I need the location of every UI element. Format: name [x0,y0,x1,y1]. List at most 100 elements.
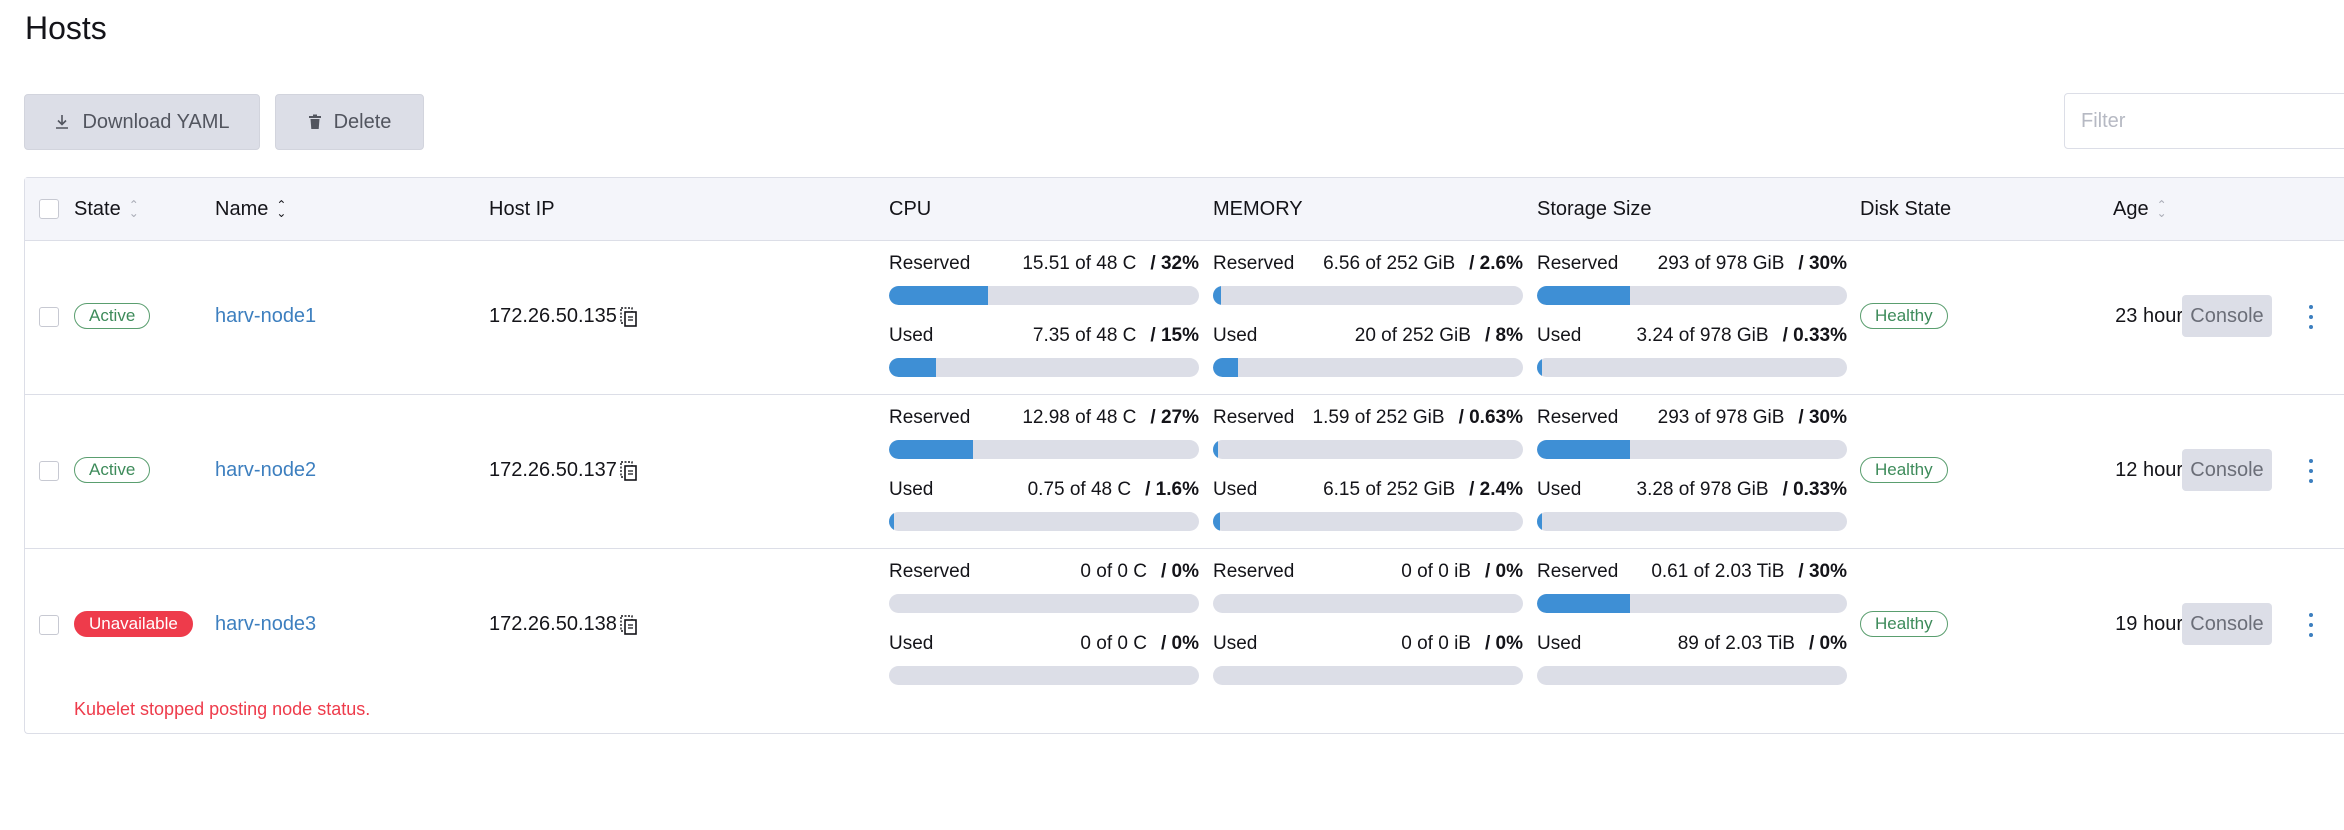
download-icon [56,115,69,129]
memory-used-line: Used 6.15 of 252 GiB / 2.4% [1213,479,1523,503]
more-actions-icon[interactable] [2303,457,2319,485]
cpu-used-value: 0.75 of 48 C / 1.6% [1028,479,1199,501]
bar-fill [1213,440,1218,459]
storage-used-line: Used 89 of 2.03 TiB / 0% [1537,633,1847,657]
memory-used-bar [1213,666,1523,685]
memory-reserved-bar [1213,286,1523,305]
host-ip-value: 172.26.50.137 [489,459,617,481]
storage-used-amount: 3.24 of 978 GiB [1636,325,1769,346]
cpu-used-line: Used 7.35 of 48 C / 15% [889,325,1199,349]
storage-used-value: 89 of 2.03 TiB / 0% [1678,633,1847,655]
column-header-memory-label: MEMORY [1213,198,1303,220]
used-label: Used [1213,479,1258,500]
column-header-name-label: Name [215,198,269,220]
column-header-cpu: CPU [889,178,931,241]
bar-fill [889,512,894,531]
table-row: Active harv-node1 172.26.50.135 Reserved… [25,241,2344,395]
select-all-checkbox[interactable] [39,199,59,219]
row-checkbox[interactable] [39,461,59,481]
column-header-name[interactable]: Name ⌃ ⌄ [215,178,286,241]
memory-used-amount: 0 of 0 iB [1401,633,1471,654]
storage-reserved-bar [1537,286,1847,305]
memory-reserved-line: Reserved 6.56 of 252 GiB / 2.6% [1213,253,1523,277]
host-name-link[interactable]: harv-node2 [215,459,317,481]
storage-reserved-percent: / 30% [1798,561,1847,582]
more-actions-icon[interactable] [2303,303,2319,331]
reserved-label: Reserved [1213,253,1295,274]
filter-input[interactable] [2064,93,2344,149]
memory-reserved-value: 6.56 of 252 GiB / 2.6% [1323,253,1523,275]
host-ip-value: 172.26.50.138 [489,613,617,635]
age-value: 12 hours [2115,459,2193,481]
cpu-used-value: 0 of 0 C / 0% [1080,633,1199,655]
memory-used-value: 20 of 252 GiB / 8% [1355,325,1523,347]
reserved-label: Reserved [889,407,971,428]
memory-reserved-amount: 1.59 of 252 GiB [1312,407,1445,428]
storage-used-percent: / 0% [1808,633,1847,654]
column-header-state[interactable]: State ⌃ ⌄ [74,178,139,241]
cpu-reserved-amount: 15.51 of 48 C [1022,253,1137,274]
storage-reserved-line: Reserved 293 of 978 GiB / 30% [1537,253,1847,277]
storage-reserved-amount: 293 of 978 GiB [1657,407,1785,428]
console-button[interactable]: Console [2182,603,2272,645]
memory-used-bar [1213,512,1523,531]
console-button[interactable]: Console [2182,295,2272,337]
storage-used-bar [1537,358,1847,377]
column-header-age[interactable]: Age ⌃ ⌄ [2113,178,2167,241]
host-name-link[interactable]: harv-node1 [215,305,317,327]
used-label: Used [889,479,934,500]
host-ip: 172.26.50.138 [489,613,638,636]
status-badge: Active [74,303,151,329]
storage-used-amount: 89 of 2.03 TiB [1677,633,1795,654]
copy-icon[interactable] [620,306,638,328]
memory-reserved-line: Reserved 0 of 0 iB / 0% [1213,561,1523,585]
status-badge: Active [74,457,151,483]
host-ip: 172.26.50.137 [489,459,638,482]
sort-icon: ⌃ ⌄ [2156,198,2167,220]
age-value: 19 hours [2115,613,2193,635]
bar-fill [889,286,989,305]
reserved-label: Reserved [1213,561,1295,582]
reserved-label: Reserved [1213,407,1295,428]
memory-used-amount: 6.15 of 252 GiB [1323,479,1456,500]
cpu-reserved-bar [889,286,1199,305]
status-badge: Unavailable [74,611,193,637]
delete-button[interactable]: Delete [275,94,424,150]
storage-reserved-value: 0.61 of 2.03 TiB / 30% [1651,561,1847,583]
host-ip: 172.26.50.135 [489,305,638,328]
cpu-reserved-percent: / 27% [1150,407,1199,428]
column-header-storage-label: Storage Size [1537,198,1652,220]
copy-icon[interactable] [620,460,638,482]
copy-icon[interactable] [620,614,638,636]
bar-fill [1537,594,1630,613]
memory-used-value: 0 of 0 iB / 0% [1401,633,1523,655]
used-label: Used [1537,633,1582,654]
cpu-reserved-value: 0 of 0 C / 0% [1080,561,1199,583]
cpu-used-line: Used 0.75 of 48 C / 1.6% [889,479,1199,503]
cpu-metric: Reserved 0 of 0 C / 0% Used 0 of 0 C / 0% [889,561,1199,691]
cpu-reserved-value: 15.51 of 48 C / 32% [1022,253,1199,275]
memory-used-amount: 20 of 252 GiB [1354,325,1471,346]
storage-reserved-percent: / 30% [1798,253,1847,274]
bar-fill [1537,286,1630,305]
row-checkbox[interactable] [39,307,59,327]
bar-fill [1537,440,1630,459]
reserved-label: Reserved [1537,561,1619,582]
bar-fill [1213,286,1222,305]
row-checkbox[interactable] [39,615,59,635]
console-button[interactable]: Console [2182,449,2272,491]
more-actions-icon[interactable] [2303,611,2319,639]
storage-reserved-value: 293 of 978 GiB / 30% [1658,253,1847,275]
download-yaml-button[interactable]: Download YAML [24,94,260,150]
column-header-memory: MEMORY [1213,178,1303,241]
cpu-used-amount: 0 of 0 C [1080,633,1147,654]
memory-reserved-line: Reserved 1.59 of 252 GiB / 0.63% [1213,407,1523,431]
cpu-used-line: Used 0 of 0 C / 0% [889,633,1199,657]
reserved-label: Reserved [889,561,971,582]
disk-state-badge: Healthy [1860,611,1948,637]
column-header-disk-state-label: Disk State [1860,198,1952,220]
storage-reserved-amount: 0.61 of 2.03 TiB [1651,561,1785,582]
used-label: Used [1537,479,1582,500]
host-name-link[interactable]: harv-node3 [215,613,317,635]
column-header-age-label: Age [2113,198,2149,220]
